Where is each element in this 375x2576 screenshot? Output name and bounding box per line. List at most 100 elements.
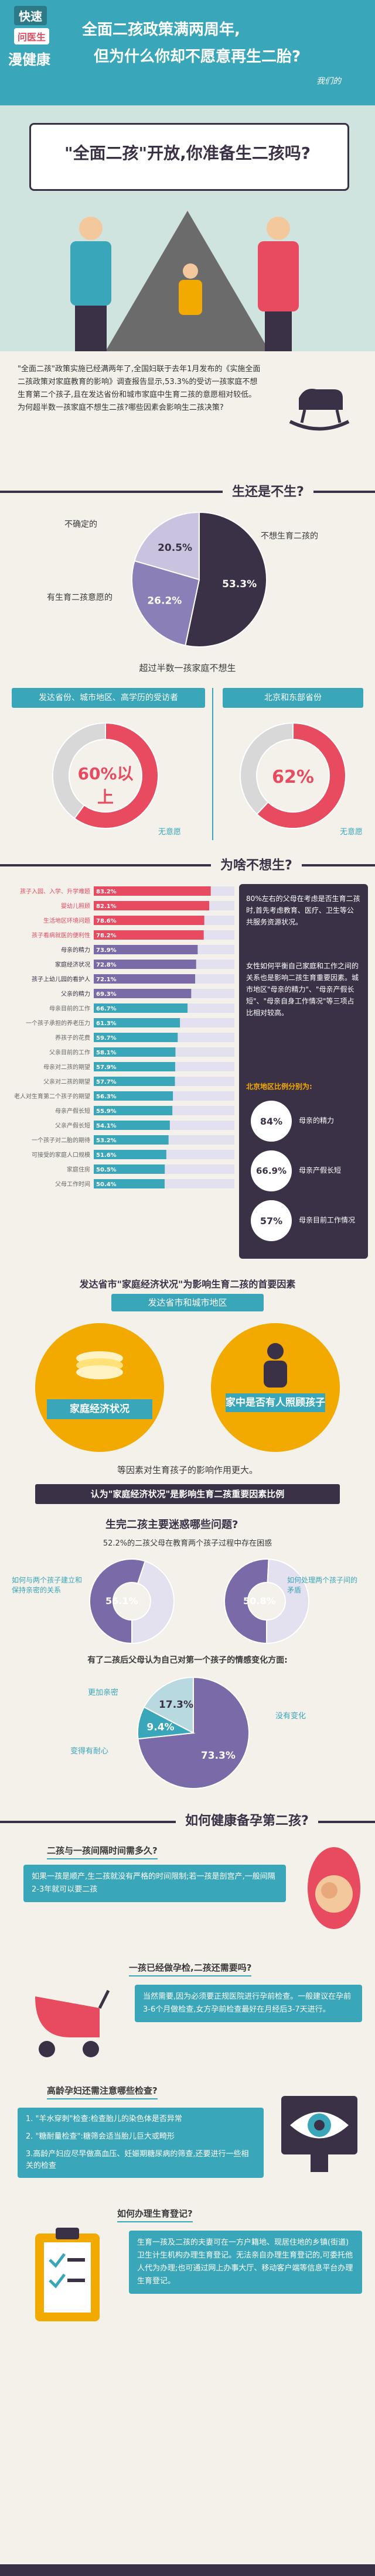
bar [94, 916, 204, 925]
bar-value-label: 56.3% [96, 1094, 117, 1100]
pie-slice [185, 511, 267, 648]
bar-category-label: 家庭经济状况 [55, 961, 90, 968]
footer-bar [0, 2564, 375, 2576]
bar-value-label: 50.5% [96, 1167, 117, 1173]
brand-line2: 问医生 [14, 28, 50, 44]
bar-value-label: 73.9% [96, 947, 117, 954]
bar-category-label: 可接受的家庭人口规模 [32, 1151, 90, 1159]
pie-slice [134, 511, 200, 581]
section2-divider [0, 864, 375, 866]
bar-value-label: 57.9% [96, 1064, 117, 1071]
bar-category-label: 父母工作时间 [55, 1180, 90, 1188]
qa3-question: 高龄孕妇还需注意哪些检查? [47, 2084, 158, 2099]
bar [94, 1033, 178, 1042]
pie-slice [240, 722, 294, 816]
bar-category-label: 养孩子的花费 [55, 1034, 90, 1042]
bar [94, 960, 196, 969]
qa2-answer: 当然需要,因为必须要正规医院进行孕前检查。一般建议在孕前3-6个月做检查,女方孕… [135, 1985, 362, 2022]
bar [94, 886, 211, 896]
bar-value-label: 55.9% [96, 1108, 117, 1115]
bar-category-label: 一个孩子对二胎的期待 [32, 1136, 90, 1144]
change-label-closer: 更加亲密 [88, 1688, 119, 1697]
confusion-right-label: 如何处理两个孩子间的矛盾 [287, 1576, 358, 1594]
bar [94, 989, 192, 998]
bar [94, 974, 196, 984]
bar-category-label: 家庭住房 [67, 1166, 90, 1173]
bar-value-label: 53.2% [96, 1138, 117, 1144]
banner-text: "全面二孩"开放,你准备生二孩吗? [64, 143, 311, 163]
section4-title: 如何健康备孕第二孩? [176, 1809, 318, 1830]
bar-category-label: 母亲产假长短 [55, 1107, 90, 1115]
bar-value-label: 72.1% [96, 977, 117, 983]
header: 快速 问医生 漫健康 全面二孩政策满两周年, 但为什么你却不愿意再生二胎? 我们… [0, 0, 375, 105]
right-donut-caption: 无意愿 [340, 828, 363, 837]
bar-category-label: 孩子上幼儿园的看护人 [32, 975, 90, 983]
pie-slice [266, 1558, 309, 1645]
bar [94, 1047, 176, 1057]
left-donut-value: 60%以上 [77, 764, 134, 807]
pie-label-uncertain: 不确定的 [64, 520, 97, 529]
pie-label-yes: 有生育二孩意愿的 [47, 593, 112, 602]
bar-value-label: 66.7% [96, 1006, 117, 1012]
pie-data-label: 20.5% [158, 542, 192, 554]
qa2-question: 一孩已经做孕检,二孩还需要吗? [129, 1961, 252, 1976]
section3-title: 发达省市"家庭经济状况"为影响生育二孩的首要因素 [79, 1279, 296, 1290]
bar [94, 1091, 173, 1101]
bar-category-label: 父亲的精力 [61, 990, 90, 998]
bar [94, 901, 210, 910]
bar-value-label: 78.6% [96, 918, 117, 924]
left-donut-caption: 无意愿 [158, 828, 182, 837]
pregnant-icon [293, 1841, 363, 1935]
stat-circle-1: 84% [251, 1101, 292, 1142]
bar [94, 1106, 173, 1115]
pie-data-label: 17.3% [159, 1699, 193, 1711]
bar-value-label: 57.7% [96, 1079, 117, 1085]
stat-value-1: 84% [260, 1115, 283, 1127]
bar-value-label: 82.1% [96, 903, 117, 910]
stat-circle-3: 57% [251, 1200, 292, 1241]
confusion-right-donut [224, 1558, 309, 1645]
stat-value-2: 66.9% [255, 1166, 287, 1176]
pie-slice [131, 1560, 175, 1645]
factor-left-label: 家庭经济状况 [47, 1399, 152, 1419]
pie-slice [52, 722, 106, 820]
stat-value-3: 57% [260, 1215, 283, 1227]
left-donut-chart [52, 722, 159, 829]
bar [94, 930, 204, 940]
bar [94, 1018, 180, 1027]
stat-label-2: 母亲产假长短 [299, 1166, 342, 1174]
qa3-box [18, 2108, 264, 2178]
bar-category-label: 父亲产假长短 [55, 1122, 90, 1129]
bar-value-label: 54.1% [96, 1123, 117, 1129]
tagline: 我们的 [316, 77, 341, 86]
reasons-text1: 80%左右的父母在考虑是否生育二孩时,首先考虑教育、医疗、卫生等公共服务资源状况… [246, 895, 360, 926]
rocking-horse-icon [287, 381, 352, 433]
compare-right-header: 北京和东部省份 [223, 688, 363, 708]
bar-value-label: 83.2% [96, 889, 117, 895]
qa1-question: 二孩与一孩间隔时间需多久? [47, 1844, 158, 1859]
bar-value-label: 59.7% [96, 1035, 117, 1042]
bar-category-label: 孩子看病就医的便利性 [32, 931, 90, 939]
pie-slice [224, 1558, 270, 1645]
bar [94, 1062, 175, 1071]
main-pie-chart: 53.3% 26.2% 20.5% [131, 511, 267, 648]
pie-data-label: 9.4% [146, 1721, 174, 1733]
pie-data-label: 26.2% [147, 595, 182, 607]
bar-category-label: 生活地区环境问题 [43, 917, 90, 924]
bar [94, 1150, 166, 1159]
compare-left-header: 发达省份、城市地区、高学历的受访者 [12, 688, 205, 708]
bar-category-label: 婴幼儿照顾 [61, 902, 90, 910]
reasons-right-panel [239, 884, 368, 1259]
brand-logo: 快速 问医生 漫健康 [8, 6, 61, 76]
qa4-question: 如何办理生育登记? [117, 2207, 193, 2222]
child-figure [176, 263, 205, 334]
bar [94, 1121, 170, 1130]
clipboard-icon [29, 2225, 111, 2324]
bar-category-label: 父亲目前的工作 [49, 1049, 90, 1056]
right-donut-chart [240, 722, 346, 829]
change-label-none: 没有变化 [275, 1712, 306, 1721]
bar [94, 1164, 165, 1174]
section1-title: 生还是不生? [223, 480, 313, 501]
father-figure [64, 217, 117, 351]
stat-circle-2: 66.9% [251, 1150, 292, 1191]
